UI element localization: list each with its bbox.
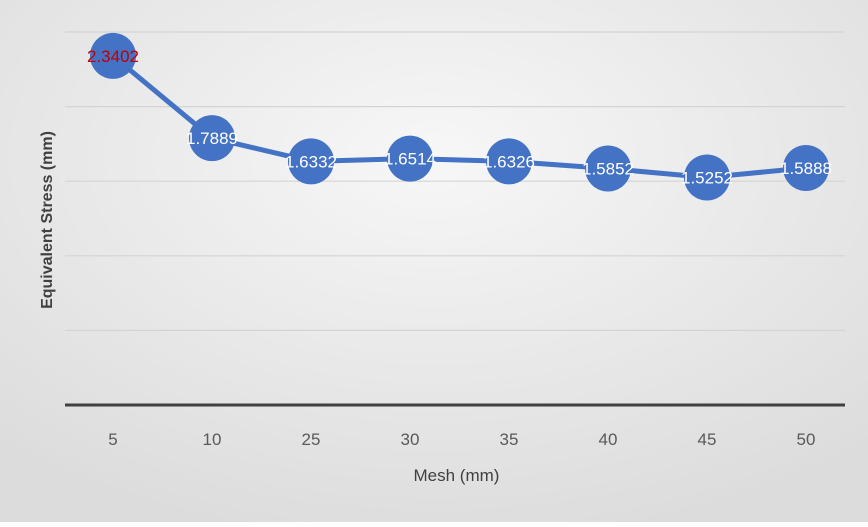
x-tick-label: 45 xyxy=(698,430,717,449)
data-point-marker xyxy=(684,154,730,201)
data-label: 2.3402 xyxy=(87,47,139,66)
x-tick-label: 40 xyxy=(599,430,618,449)
x-tick-label: 50 xyxy=(797,430,816,449)
data-point-marker xyxy=(387,135,433,182)
data-label: 1.6514 xyxy=(384,150,436,169)
data-point-marker xyxy=(189,115,235,162)
data-point-marker xyxy=(585,145,631,192)
data-label: 1.6326 xyxy=(483,152,535,171)
data-point-marker xyxy=(288,138,334,185)
data-label: 1.5852 xyxy=(582,159,634,178)
x-tick-label: 30 xyxy=(401,430,420,449)
x-tick-labels: 5 10 25 30 35 40 45 50 xyxy=(108,430,815,449)
data-label: 1.5888 xyxy=(780,159,832,178)
data-label: 1.5252 xyxy=(681,168,733,187)
gridlines xyxy=(65,31,845,331)
series-layer: 2.3402 1.7889 1.6332 1.6514 1.6326 1.5852 1.52… xyxy=(87,32,832,201)
data-point-marker xyxy=(486,138,532,185)
x-tick-label: 25 xyxy=(302,430,321,449)
x-tick-label: 35 xyxy=(500,430,519,449)
data-label: 1.7889 xyxy=(186,129,238,148)
x-axis-title: Mesh (mm) xyxy=(414,466,500,485)
data-point-marker xyxy=(783,144,829,191)
x-tick-label: 5 xyxy=(108,430,117,449)
data-point-marker xyxy=(90,32,136,79)
x-tick-label: 10 xyxy=(203,430,222,449)
data-label: 1.6332 xyxy=(285,152,337,171)
y-axis-title: Equivalent Stress (mm) xyxy=(39,131,56,309)
